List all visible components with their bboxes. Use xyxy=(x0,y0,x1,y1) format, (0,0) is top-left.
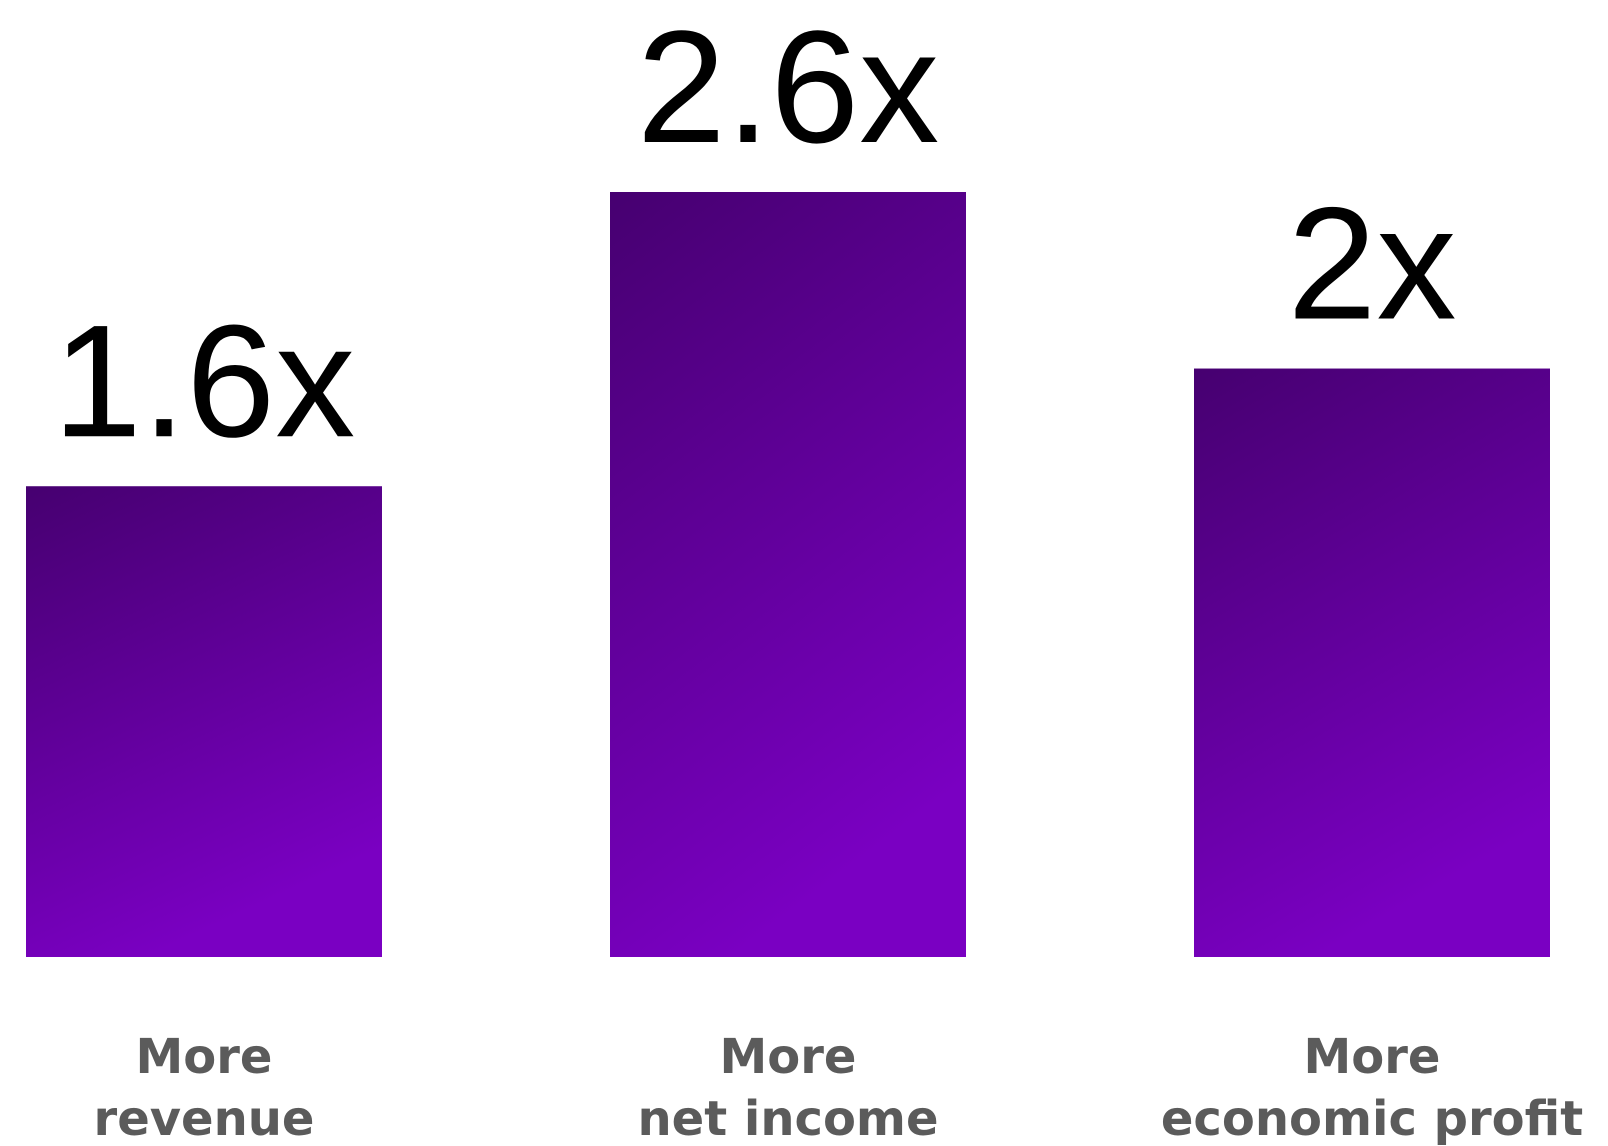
value-labels: 1.6x 2.6x 2x xyxy=(53,0,1457,470)
category-label-revenue: More revenue xyxy=(94,1029,315,1146)
category-label-line: economic profit xyxy=(1161,1091,1583,1146)
bar-economic-profit xyxy=(1194,368,1550,957)
bars xyxy=(26,192,1550,957)
value-label-revenue: 1.6x xyxy=(53,291,355,470)
value-label-economic-profit: 2x xyxy=(1288,174,1457,353)
value-label-net-income: 2.6x xyxy=(637,0,939,176)
bar-revenue xyxy=(26,486,382,957)
category-label-line: More xyxy=(720,1029,857,1085)
category-label-line: revenue xyxy=(94,1091,315,1146)
category-label-line: More xyxy=(136,1029,273,1085)
category-labels: More revenue More net income More economic pr… xyxy=(94,1029,1584,1146)
category-label-net-income: More net income xyxy=(637,1029,938,1146)
category-label-economic-profit: More economic profit xyxy=(1161,1029,1583,1146)
category-label-line: More xyxy=(1304,1029,1441,1085)
category-label-line: net income xyxy=(637,1091,938,1146)
bar-net-income xyxy=(610,192,966,957)
